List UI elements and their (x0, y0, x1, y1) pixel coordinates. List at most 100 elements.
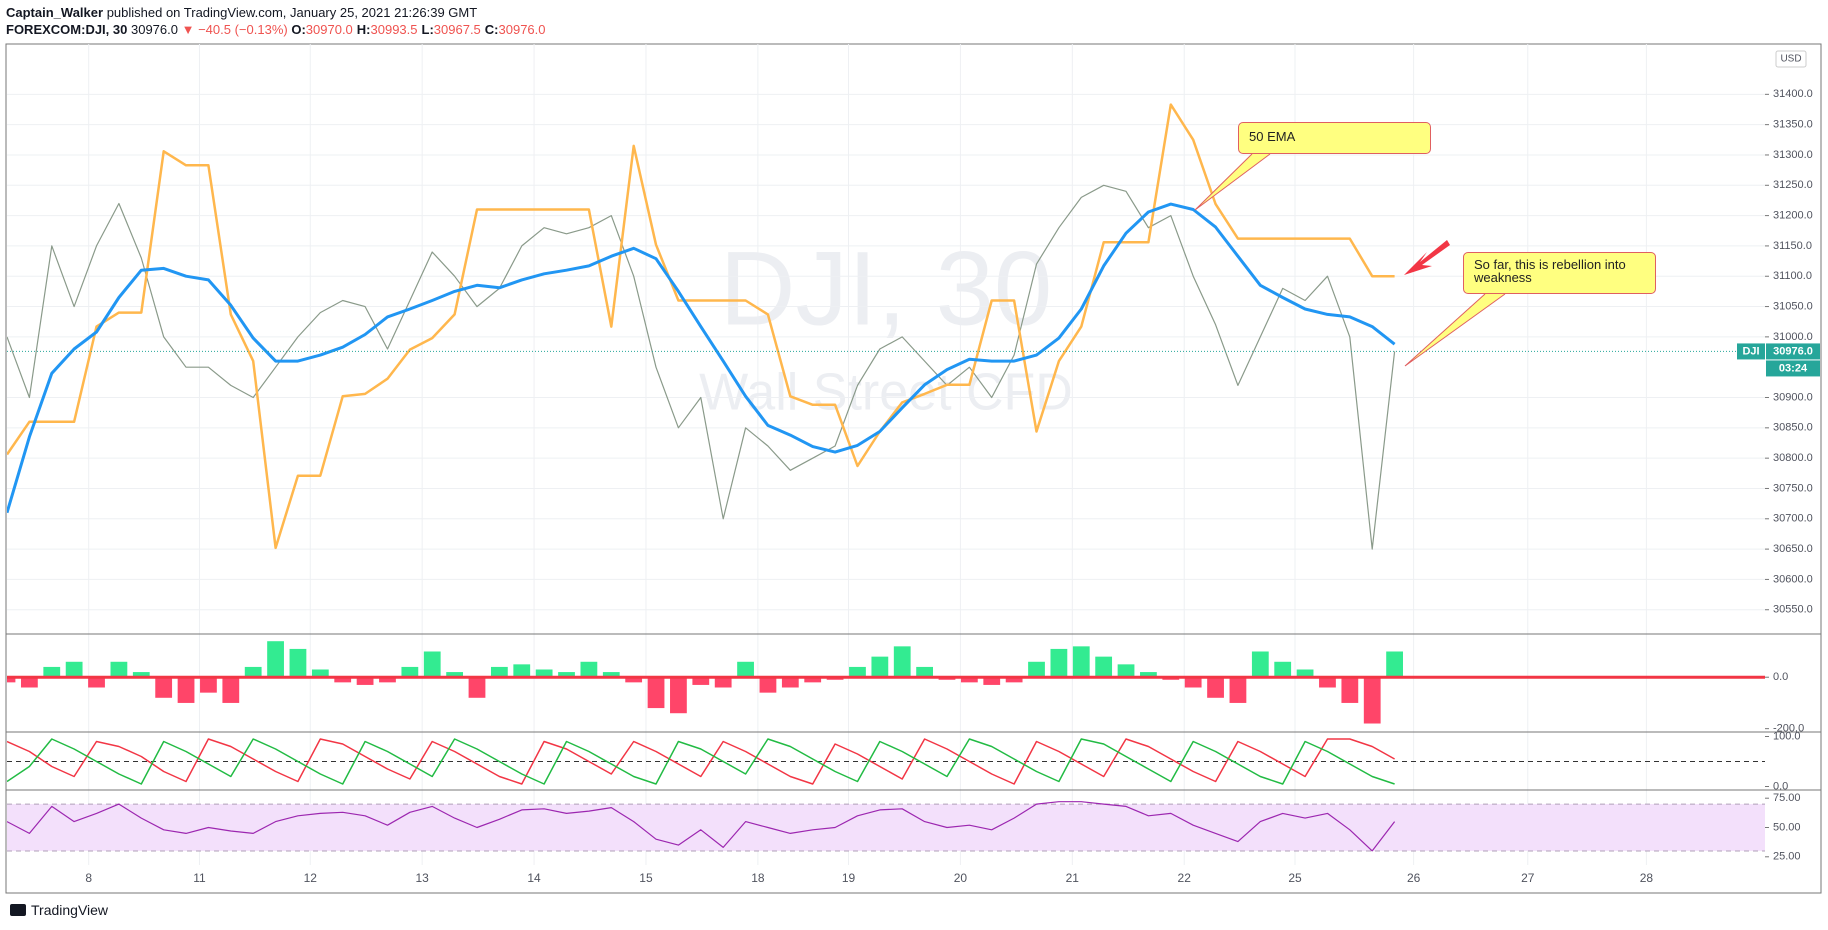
published: published on TradingView.com, January 25… (106, 5, 478, 20)
band (7, 804, 1765, 851)
bar (916, 666, 933, 678)
bar (513, 664, 531, 678)
ohlc-label: L: (421, 22, 434, 37)
pane (7, 738, 1765, 785)
change: ▼ −40.5 (−0.13%) (181, 22, 288, 37)
y-tick-label: 31300.0 (1773, 149, 1813, 161)
x-tick-label: 28 (1640, 871, 1654, 885)
x-tick-label: 21 (1066, 871, 1080, 885)
bar (311, 669, 329, 678)
bar (983, 677, 1001, 685)
pane (7, 641, 1765, 724)
bar (222, 677, 240, 703)
y-tick-label: 75.00 (1773, 792, 1801, 804)
x-tick-label: 19 (842, 871, 856, 885)
callout-pointer (1404, 293, 1506, 367)
bar (625, 677, 643, 683)
bar (849, 666, 866, 678)
bar (200, 677, 217, 693)
x-tick-label: 12 (304, 871, 318, 885)
bar (602, 672, 620, 678)
arrow (1404, 240, 1450, 275)
bar (1005, 677, 1023, 683)
x-tick-label: 8 (85, 871, 92, 885)
y-tick-label: 30700.0 (1773, 513, 1813, 525)
y-tick-label: 31150.0 (1773, 240, 1812, 252)
bar (804, 677, 822, 683)
bar (1363, 677, 1381, 724)
brand: TradingView (10, 902, 108, 918)
bar (960, 677, 978, 683)
bar (1274, 661, 1292, 678)
bar (1319, 677, 1336, 688)
header: Captain_Walker published on TradingView.… (6, 4, 550, 38)
bar (1184, 677, 1202, 688)
y-tick-label: 31250.0 (1773, 179, 1813, 191)
bar (737, 661, 754, 678)
bar (580, 661, 598, 678)
y-tick-label: 31200.0 (1773, 210, 1813, 222)
bar (356, 677, 374, 685)
bar (177, 677, 195, 703)
bar (65, 661, 83, 678)
x-tick-label: 25 (1288, 871, 1302, 885)
bar (871, 656, 889, 678)
ohlc: O:30970.0 H:30993.5 L:30967.5 C:30976.0 (291, 22, 549, 37)
bar (379, 677, 396, 683)
x-tick-label: 14 (527, 871, 541, 885)
bar (535, 669, 553, 678)
y-tick-label: 25.00 (1773, 851, 1801, 863)
bar (647, 677, 665, 709)
y-tick-label: 30800.0 (1773, 452, 1813, 464)
bar (1050, 648, 1068, 678)
author: Captain_Walker (6, 5, 104, 20)
frame (5, 43, 1822, 894)
currency-box (1775, 50, 1807, 68)
x-tick-label: 11 (193, 871, 206, 885)
bar (423, 651, 441, 678)
annotation: So far, this is rebellion into weakness (1463, 252, 1656, 294)
series-line (7, 801, 1396, 852)
x-tick-label: 22 (1178, 871, 1192, 885)
bar (334, 677, 352, 683)
bar (1341, 677, 1359, 703)
countdown-bg (1766, 360, 1820, 377)
x-tick-label: 13 (415, 871, 429, 885)
y-tick-label: 30900.0 (1773, 391, 1813, 403)
bar (1296, 669, 1314, 678)
pane (7, 93, 1765, 611)
ohlc-value: 30993.5 (370, 22, 418, 37)
series-line (7, 738, 1395, 785)
symbol: FOREXCOM:DJI, 30 (6, 22, 128, 37)
x-tick-label: 27 (1521, 871, 1535, 885)
series-line (7, 103, 1395, 550)
y-tick-label: 31350.0 (1773, 119, 1813, 131)
ohlc-value: 30970.0 (305, 22, 353, 37)
last-price: 30976.0 (1773, 345, 1813, 357)
bar (692, 677, 710, 685)
bar (20, 677, 38, 688)
bar (244, 666, 262, 678)
series-line (7, 202, 1396, 514)
bar (267, 641, 284, 678)
bar (401, 666, 419, 678)
y-tick-label: 30750.0 (1773, 482, 1813, 494)
y-tick-label: 31400.0 (1773, 88, 1813, 100)
brand-text: TradingView (31, 902, 109, 918)
bar (1072, 646, 1090, 678)
ohlc-label: H: (356, 22, 371, 37)
y-tick-label: 30600.0 (1773, 573, 1813, 585)
ohlc-label: C: (484, 22, 499, 37)
bar (1229, 677, 1247, 703)
bar (781, 677, 799, 688)
y-tick-label: 30550.0 (1773, 604, 1813, 616)
x-tick-label: 18 (751, 871, 765, 885)
publish-line: Captain_Walker published on TradingView.… (6, 4, 550, 21)
ohlc-value: 30967.5 (433, 22, 481, 37)
bar (289, 648, 307, 678)
watermark: DJI, 30 (720, 231, 1053, 348)
bar (468, 677, 486, 698)
tag-bg (1737, 343, 1765, 360)
price: 30976.0 (130, 22, 178, 37)
